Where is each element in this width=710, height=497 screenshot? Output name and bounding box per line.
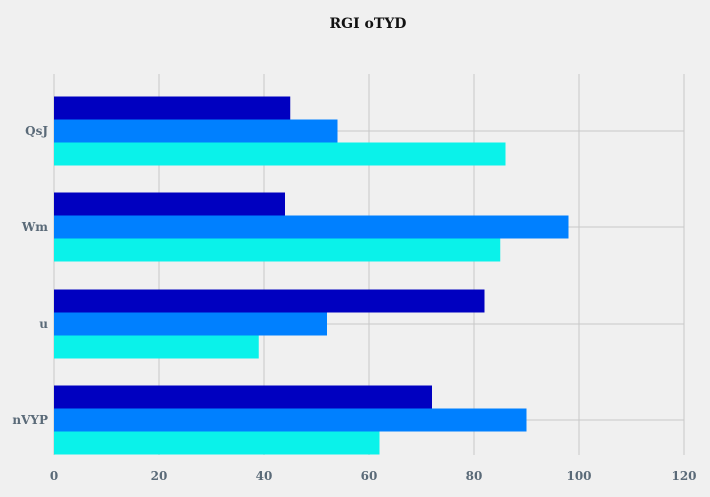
x-tick-label: 60 bbox=[361, 469, 378, 483]
bar bbox=[54, 119, 338, 143]
x-tick-label: 40 bbox=[256, 469, 273, 483]
x-tick-label: 80 bbox=[466, 469, 483, 483]
x-tick-label: 20 bbox=[151, 469, 168, 483]
bar bbox=[54, 238, 501, 262]
y-tick-label: u bbox=[39, 317, 48, 331]
bar bbox=[54, 431, 380, 455]
chart-title: RGI oTYD bbox=[330, 16, 407, 32]
x-tick-label: 100 bbox=[566, 469, 591, 483]
bar bbox=[54, 215, 569, 239]
x-tick-label: 120 bbox=[671, 469, 696, 483]
bars bbox=[54, 96, 569, 455]
bar bbox=[54, 192, 285, 216]
bar bbox=[54, 312, 327, 336]
y-tick-label: QsJ bbox=[25, 124, 48, 138]
x-axis-tick-labels: 0 20 40 60 80 100 120 bbox=[50, 469, 697, 483]
bar bbox=[54, 335, 259, 359]
bar bbox=[54, 385, 432, 409]
bar bbox=[54, 289, 485, 313]
y-tick-label: Wm bbox=[21, 220, 48, 234]
bar bbox=[54, 96, 291, 120]
y-axis-tick-labels: QsJ Wm u nVYP bbox=[12, 124, 48, 427]
x-tick-label: 0 bbox=[50, 469, 58, 483]
bar bbox=[54, 142, 506, 166]
bar bbox=[54, 408, 527, 432]
y-tick-label: nVYP bbox=[12, 413, 48, 427]
